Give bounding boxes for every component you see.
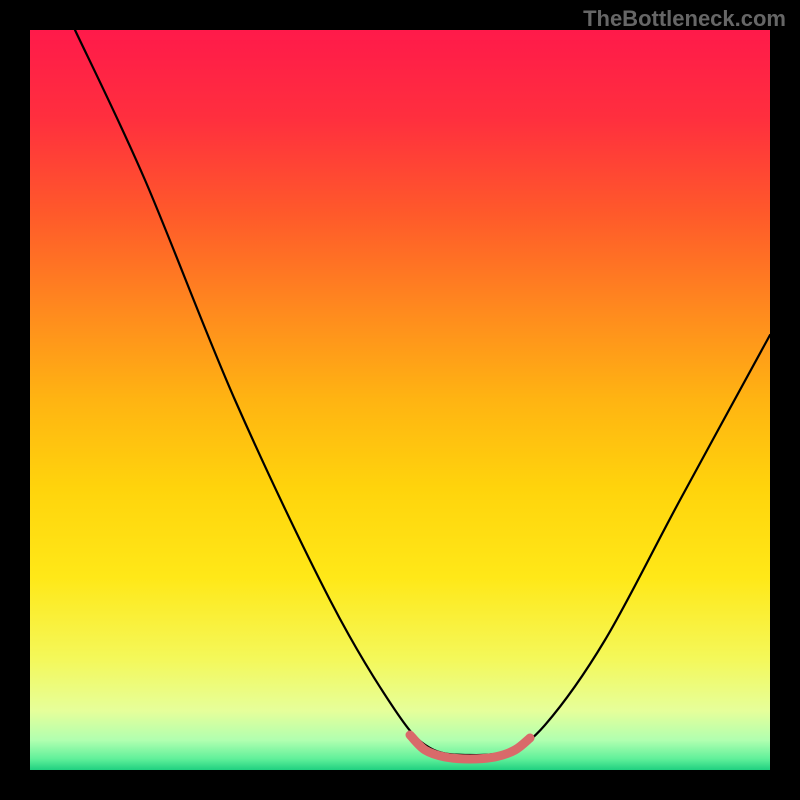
bottleneck-chart (0, 0, 800, 800)
chart-frame: TheBottleneck.com (0, 0, 800, 800)
gradient-plot-area (30, 30, 770, 770)
watermark-label: TheBottleneck.com (583, 6, 786, 32)
